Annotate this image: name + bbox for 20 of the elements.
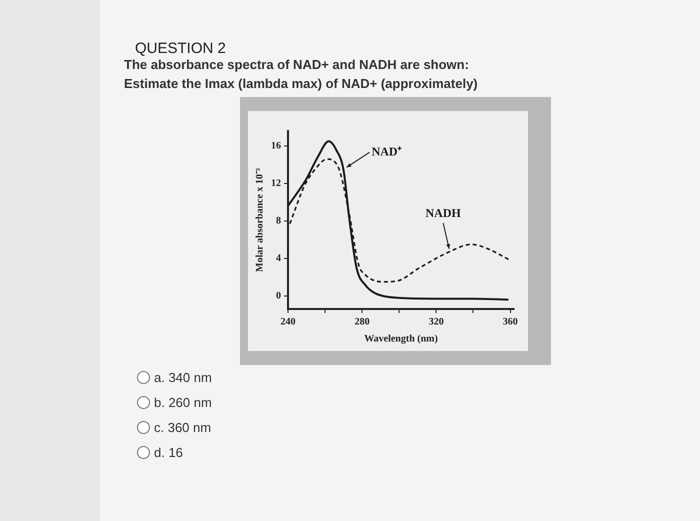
x-tick-label: 240 [280,316,296,328]
text: Estimate the Imax (lambda max) of NAD+ (approximately) [124,76,478,91]
text: b. 260 nm [154,395,212,410]
y-axis-title: Molar absorbance x 10⁻³ [254,168,266,272]
x-tick-label: 280 [354,316,370,328]
text: a. 340 nm [154,370,212,385]
y-tick-label: 12 [271,178,281,190]
x-tick-label: 320 [428,316,444,328]
y-tick-label: 16 [271,140,281,152]
y-tick-label: 4 [276,252,281,264]
chart-title: QUESTION 2 [135,40,226,57]
text: c. 360 nm [154,420,212,435]
text: NAD⁺ [372,144,402,158]
text: d. 16 [154,445,183,460]
y-tick-label: 0 [276,290,281,302]
y-tick-label: 8 [276,216,281,227]
text: NADH [425,206,462,220]
chart-subtitle: The absorbance spectra of NAD+ and NADH are shown: [124,57,469,72]
x-axis-title: Wavelength (nm) [364,334,438,345]
x-tick-label: 360 [502,316,518,328]
